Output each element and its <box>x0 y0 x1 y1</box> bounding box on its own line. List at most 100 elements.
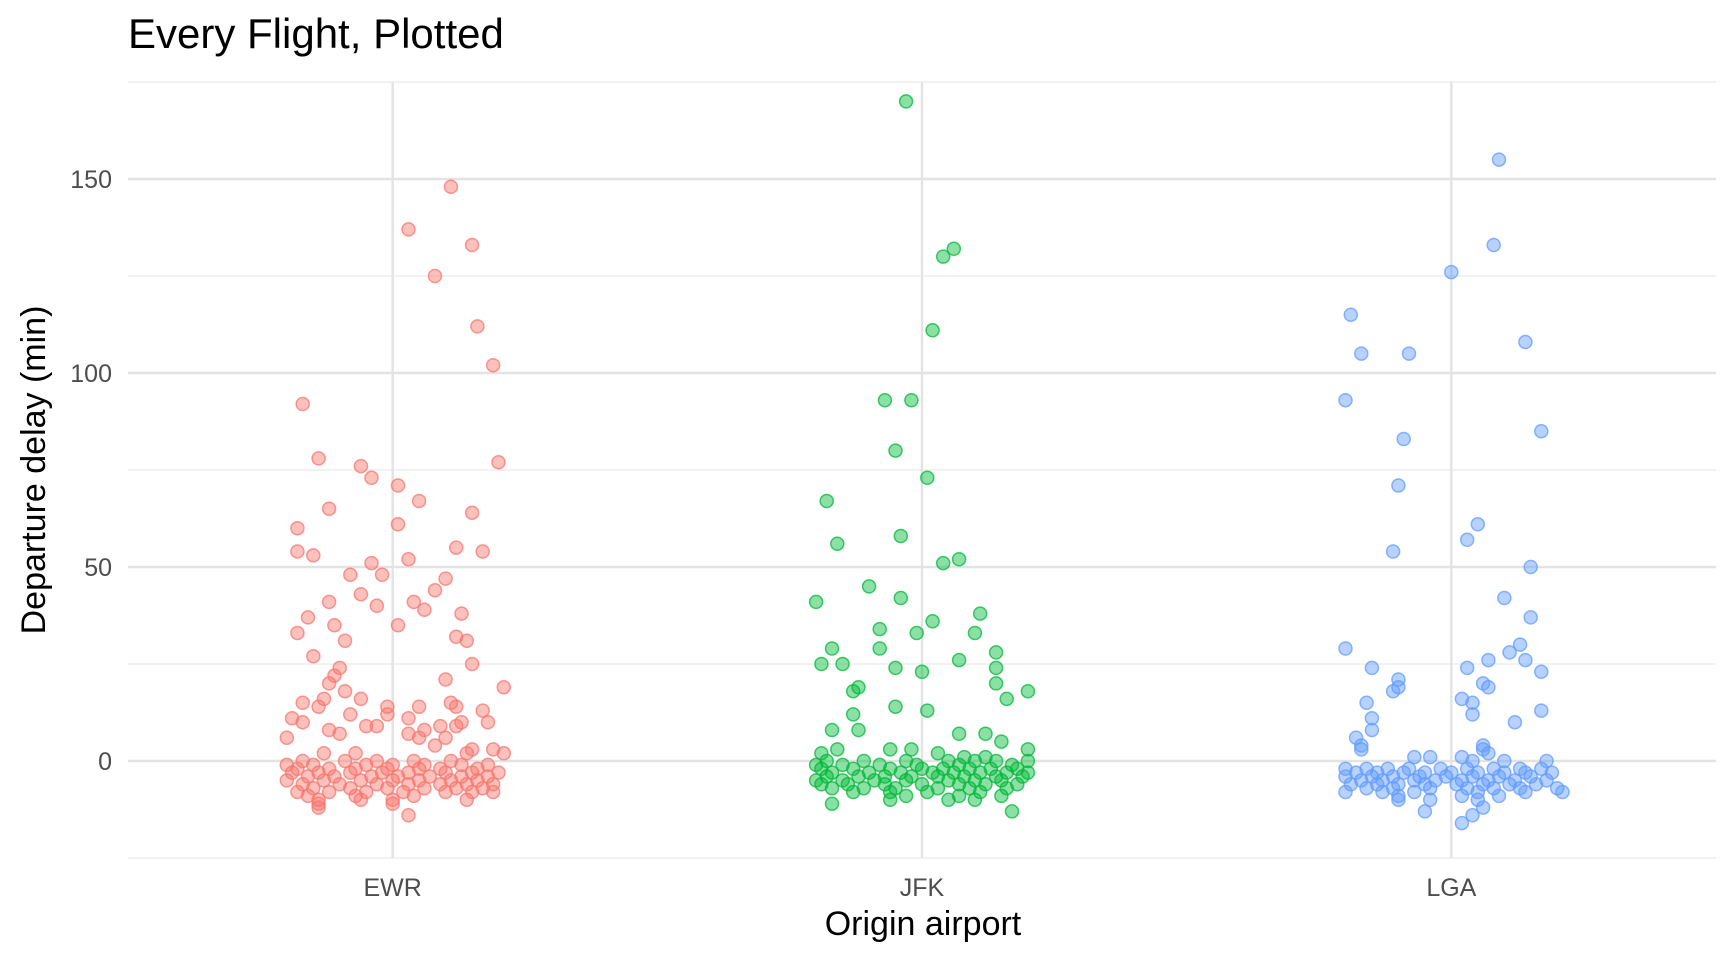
data-point <box>994 734 1009 749</box>
data-point <box>311 800 326 815</box>
data-point <box>1343 777 1359 792</box>
data-point <box>1396 765 1411 780</box>
data-point <box>888 443 903 458</box>
data-point <box>1422 749 1438 765</box>
data-point <box>877 777 893 792</box>
data-point <box>994 788 1009 804</box>
data-point <box>343 707 358 722</box>
data-point <box>369 777 385 792</box>
data-point <box>491 765 506 780</box>
data-point <box>1391 788 1406 804</box>
data-point <box>364 769 379 784</box>
data-point <box>321 784 337 800</box>
data-point <box>1497 753 1512 769</box>
data-point <box>930 745 946 761</box>
data-point <box>417 722 432 738</box>
data-point <box>401 808 416 823</box>
data-point <box>290 784 305 800</box>
data-point <box>1555 784 1570 800</box>
data-point <box>396 784 411 800</box>
data-point <box>385 773 400 788</box>
data-point <box>1465 695 1480 711</box>
data-point <box>295 695 310 711</box>
data-point <box>882 761 898 777</box>
data-point <box>951 757 967 773</box>
data-point <box>311 451 326 466</box>
data-point <box>909 625 924 641</box>
data-point <box>1465 808 1480 823</box>
data-point <box>290 520 305 536</box>
data-point <box>1518 784 1533 800</box>
x-tick-label: EWR <box>364 874 422 902</box>
data-point <box>972 765 988 780</box>
data-point <box>814 777 829 792</box>
data-point <box>353 586 369 602</box>
data-point <box>485 357 501 373</box>
data-point <box>962 761 977 777</box>
data-point <box>427 268 443 284</box>
data-point <box>988 676 1004 691</box>
data-point <box>914 664 930 680</box>
data-point <box>327 769 342 784</box>
data-point <box>295 777 310 792</box>
data-point <box>967 792 983 808</box>
data-point <box>295 753 310 769</box>
data-point <box>406 753 422 769</box>
data-point <box>1470 784 1486 800</box>
data-point <box>1407 784 1422 800</box>
data-point <box>1491 769 1507 784</box>
data-point <box>978 777 993 792</box>
data-point <box>1010 761 1025 777</box>
data-point <box>401 765 416 780</box>
data-point <box>1364 722 1380 738</box>
data-point <box>835 656 850 672</box>
data-point <box>380 699 395 714</box>
data-point <box>888 699 903 714</box>
data-point <box>358 757 374 773</box>
data-point <box>364 470 379 486</box>
data-point <box>1539 753 1554 769</box>
data-point <box>411 773 427 788</box>
data-point <box>348 745 363 761</box>
data-point <box>1359 695 1374 711</box>
data-point <box>935 249 951 264</box>
data-point <box>819 753 834 769</box>
data-point <box>1534 423 1549 439</box>
data-point <box>279 730 295 745</box>
data-point <box>999 780 1014 796</box>
data-point <box>480 757 496 773</box>
data-point <box>290 625 305 641</box>
data-point <box>962 780 977 796</box>
data-point <box>496 680 512 695</box>
data-point <box>417 780 432 796</box>
data-point <box>306 648 321 664</box>
data-point <box>893 528 909 544</box>
data-point <box>808 594 824 610</box>
data-point <box>464 765 480 780</box>
data-point <box>369 718 385 734</box>
data-point <box>851 769 866 784</box>
data-point <box>485 777 501 792</box>
data-point <box>882 792 898 808</box>
data-point <box>1385 780 1401 796</box>
data-point <box>337 633 353 648</box>
data-point <box>1348 765 1364 780</box>
data-point <box>1385 544 1401 559</box>
data-point <box>311 796 326 811</box>
data-point <box>332 777 347 792</box>
data-point <box>856 753 872 769</box>
data-point <box>1491 152 1507 167</box>
data-point <box>321 761 337 777</box>
data-point <box>321 676 337 691</box>
data-point <box>999 691 1014 707</box>
data-point <box>438 571 453 586</box>
data-point <box>385 792 400 808</box>
data-point <box>284 711 300 726</box>
data-point <box>417 602 432 617</box>
data-point <box>814 745 829 761</box>
y-tick-label: 150 <box>70 166 112 194</box>
data-point <box>1338 769 1353 784</box>
data-point <box>994 773 1009 788</box>
data-point <box>1401 346 1417 361</box>
data-point <box>1454 788 1470 804</box>
